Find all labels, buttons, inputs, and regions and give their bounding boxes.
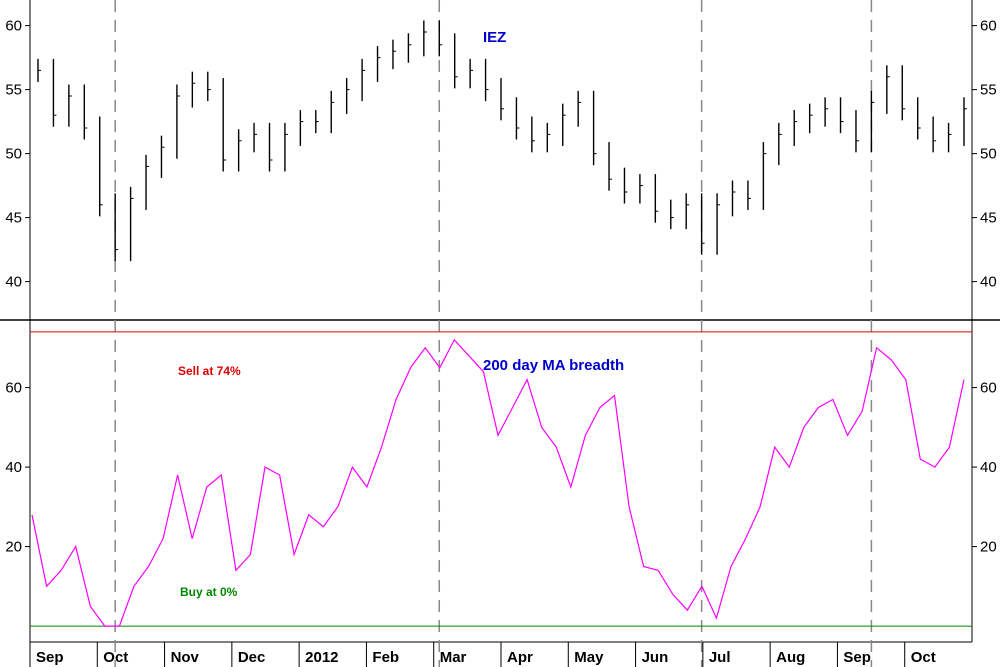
price-tick-label-left: 60	[5, 18, 22, 35]
breadth-line	[31, 338, 965, 627]
month-label: Apr	[507, 649, 533, 666]
price-tick-label-right: 40	[980, 274, 997, 291]
month-label: Jun	[642, 649, 669, 666]
month-label: 2012	[305, 649, 338, 666]
price-tick-label-left: 50	[5, 146, 22, 163]
price-tick-label-left: 45	[5, 210, 22, 227]
month-label: Jul	[709, 649, 731, 666]
month-label: Oct	[911, 649, 936, 666]
month-label: Aug	[776, 649, 805, 666]
month-label: Feb	[372, 649, 399, 666]
month-label: Sep	[36, 649, 64, 666]
breadth-tick-label-left: 40	[5, 459, 22, 476]
month-label: Dec	[238, 649, 266, 666]
price-tick-label-left: 40	[5, 274, 22, 291]
breadth-tick-label-left: 60	[5, 380, 22, 397]
price-panel-title: IEZ	[483, 29, 506, 46]
month-label: Mar	[440, 649, 467, 666]
month-label: Nov	[171, 649, 200, 666]
buy-annotation: Buy at 0%	[180, 585, 238, 599]
chart-frame	[0, 0, 1000, 643]
price-tick-label-left: 55	[5, 82, 22, 99]
month-label: May	[574, 649, 604, 666]
sell-annotation: Sell at 74%	[178, 364, 241, 378]
breadth-tick-label-right: 60	[980, 380, 997, 397]
price-axes: 40 40 45 45 50 50 55 55 60 60	[5, 18, 996, 291]
breadth-axes: 20 20 40 40 60 60	[5, 380, 996, 556]
price-tick-label-right: 50	[980, 146, 997, 163]
month-axis: Sep Oct Nov Dec 2012 Feb Mar Apr May Jun Jul Aug Sep…	[29, 642, 936, 667]
price-tick-label-right: 60	[980, 18, 997, 35]
breadth-tick-label-right: 40	[980, 459, 997, 476]
breadth-tick-label-right: 20	[980, 539, 997, 556]
month-label: Sep	[843, 649, 871, 666]
price-tick-label-right: 55	[980, 82, 997, 99]
breadth-panel-title: 200 day MA breadth	[483, 357, 624, 374]
price-tick-label-right: 45	[980, 210, 997, 227]
signal-vlines	[114, 0, 873, 667]
price-series	[37, 20, 967, 262]
month-label: Oct	[103, 649, 128, 666]
breadth-tick-label-left: 20	[5, 539, 22, 556]
